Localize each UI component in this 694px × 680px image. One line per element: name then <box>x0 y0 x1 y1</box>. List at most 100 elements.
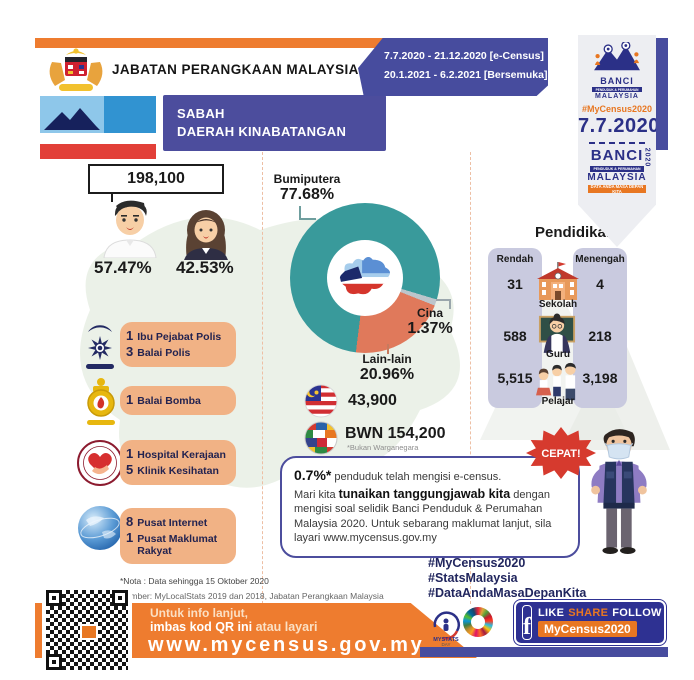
census-enumerator-character <box>591 429 647 554</box>
bumiputera-label: Bumiputera 77.68% <box>273 172 341 203</box>
mystats-text: MYSTATS <box>433 637 459 643</box>
pennant-hashtag: #MyCensus2020 <box>581 104 653 114</box>
facebook-follow-badge[interactable]: f LIKE SHARE FOLLOW MyCensus2020 <box>514 600 666 645</box>
education-panel-menengah <box>573 248 627 408</box>
footer-scan-line: imbas kod QR ini atau layari <box>150 620 317 634</box>
malaysia-coat-of-arms-icon <box>49 48 103 91</box>
cta-rest: dengan mengisi soal selidik Banci Pendud… <box>294 488 552 545</box>
pelajar-label: Pelajar <box>541 396 575 407</box>
banci-year-vertical: 2020 <box>642 147 650 168</box>
pennant-census-date: 7.7.2020 <box>578 115 660 137</box>
lain-leader-line <box>387 344 389 354</box>
bumiputera-leader-line <box>299 206 301 220</box>
banci-logo-icon <box>594 40 640 71</box>
sekolah-menengah-count: 4 <box>596 276 604 292</box>
education-title: Pendidikan <box>534 224 616 241</box>
qr-finder-tr <box>112 590 128 606</box>
census-pennant: BANCI PENDUDUK & PERUMAHAN MALAYSIA #MyC… <box>578 35 656 247</box>
mystats-day-text: DAY <box>442 642 451 647</box>
fb-share-label: SHARE <box>568 607 609 619</box>
police-station-count: 3 <box>126 343 134 359</box>
fb-handle: MyCensus2020 <box>538 621 637 637</box>
guru-label: Guru <box>546 349 570 360</box>
footer-scan-bold: imbas kod QR ini <box>150 620 253 634</box>
dates-line-ecensus: 7.7.2020 - 21.12.2020 [e-Census] <box>384 50 544 62</box>
bomba-crest-icon <box>87 378 115 425</box>
facebook-icon: f <box>522 605 532 640</box>
fb-follow-label: FOLLOW <box>612 607 662 619</box>
pelajar-rendah-count: 5,515 <box>497 370 533 386</box>
cta-bold-phrase: tunaikan tanggungjawab kita <box>338 486 511 501</box>
right-navy-tab <box>655 38 668 150</box>
top-orange-strip <box>35 38 535 48</box>
education-panel-rendah <box>488 248 542 408</box>
donut-center-map <box>327 240 403 316</box>
banci-logo-title: BANCI <box>600 76 634 86</box>
footer-scan-rest: atau layari <box>252 620 318 634</box>
sekolah-label: Sekolah <box>538 299 578 310</box>
male-avatar <box>103 200 157 258</box>
column-header-menengah: Menengah <box>575 254 625 265</box>
agency-title: JABATAN PERANGKAAN MALAYSIA <box>112 62 359 77</box>
world-flags-globe-icon <box>304 421 338 455</box>
students-icon <box>536 362 577 401</box>
sabah-flag-icon <box>40 96 156 159</box>
sekolah-rendah-count: 31 <box>507 276 523 292</box>
pelajar-menengah-count: 3,198 <box>582 370 618 386</box>
region-title-box: SABAH DAERAH KINABATANGAN <box>163 95 386 151</box>
school-icon <box>537 262 579 300</box>
total-population-box: 198,100 <box>88 164 224 194</box>
bomba-facility-box: 1 Balai Bomba <box>120 386 236 415</box>
clinic-count: 5 <box>126 461 134 477</box>
banci-logo-sub: PENDUDUK & PERUMAHAN <box>592 87 642 92</box>
guru-menengah-count: 218 <box>588 328 612 344</box>
divider-dashed-right <box>470 152 471 604</box>
lain-lain-label: Lain-lain 20.96% <box>359 352 415 383</box>
guru-rendah-count: 588 <box>503 328 527 344</box>
bracket-connector <box>111 192 113 202</box>
region-district: DAERAH KINABATANGAN <box>177 124 347 139</box>
police-hq-count: 1 <box>126 328 134 343</box>
internet-center-count: 8 <box>126 514 134 529</box>
info-center-count: 1 <box>126 529 134 545</box>
banci-logo-country: MALAYSIA <box>595 93 639 100</box>
banci-sub-strip: PENDUDUK & PERUMAHAN <box>590 166 644 172</box>
banci-country-wordmark: MALAYSIA <box>587 172 647 183</box>
male-percentage: 57.47% <box>94 258 152 277</box>
banci-tagline-strip: DATA ANDA MASA DEPAN KITA <box>588 184 646 194</box>
female-percentage: 42.53% <box>176 258 234 277</box>
cina-label: Cina 1.37% <box>407 306 453 337</box>
police-crest-icon <box>86 325 114 369</box>
ecensus-completion-pct: 0.7%* <box>294 467 332 483</box>
qr-finder-bl <box>46 654 62 670</box>
hashtag-dataanda: #DataAndaMasaDepanKita <box>428 585 587 600</box>
region-state: SABAH <box>177 106 225 121</box>
cina-leader-elbow <box>449 299 451 309</box>
cta-speech-bubble: 0.7%* penduduk telah mengisi e-census. M… <box>280 456 580 558</box>
police-facility-box: 1 Ibu Pejabat Polis 3 Balai Polis <box>120 322 236 367</box>
footer-url: www.mycensus.gov.my <box>148 634 425 656</box>
cepat-badge-text: CEPAT! <box>541 448 580 460</box>
non-citizen-note: *Bukan Warganegara <box>347 443 419 452</box>
hashtag-mycensus: #MyCensus2020 <box>428 556 526 570</box>
fb-like-label: LIKE <box>538 607 565 619</box>
sdg-wheel-logo <box>463 607 493 637</box>
hashtag-statsmalaysia: #StatsMalaysia <box>428 570 518 585</box>
dates-line-bersemuka: 20.1.2021 - 6.2.2021 [Bersemuka] <box>384 69 548 81</box>
footer-navy-bar <box>420 647 668 657</box>
banci-wordmark: BANCI <box>590 147 644 164</box>
internet-globe-icon <box>78 506 122 550</box>
health-facility-box: 1 Hospital Kerajaan 5 Klinik Kesihatan <box>120 440 236 485</box>
source-note: Sumber: MyLocalStats 2019 dan 2018, Jaba… <box>120 591 384 601</box>
malaysia-flag-icon <box>304 384 338 418</box>
qr-center-logo <box>80 624 98 640</box>
qr-finder-tl <box>46 590 62 606</box>
mystats-day-logo: MYSTATS DAY <box>433 611 460 647</box>
female-avatar <box>184 210 228 260</box>
teacher-icon <box>538 313 576 353</box>
pennant-dashed-rule <box>589 142 645 144</box>
cepat-badge: CEPAT! <box>526 427 596 479</box>
divider-dashed-left <box>262 152 263 604</box>
census-dates-banner: 7.7.2020 - 21.12.2020 [e-Census] 20.1.20… <box>358 38 548 96</box>
